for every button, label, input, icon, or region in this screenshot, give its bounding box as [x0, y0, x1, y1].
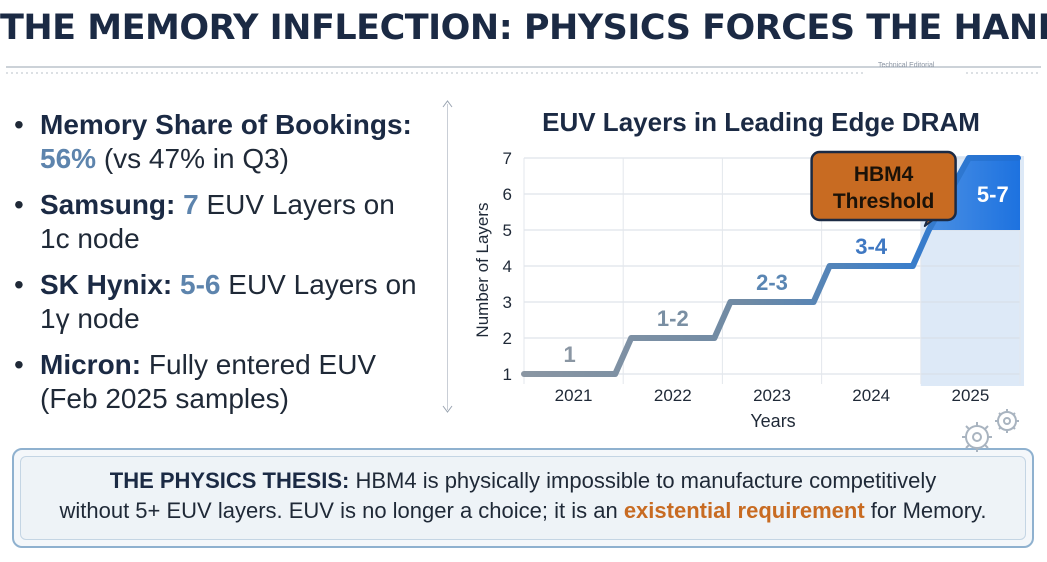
physics-thesis-box: THE PHYSICS THESIS: HBM4 is physically i…: [12, 448, 1034, 548]
thesis-highlight: existential requirement: [623, 498, 865, 523]
thesis-label: THE PHYSICS THESIS:: [109, 468, 350, 493]
bullet-text: EUV Layers on 1c node: [40, 189, 395, 254]
y-axis-label: Number of Layers: [473, 202, 492, 337]
step-data-label: 1: [563, 342, 575, 367]
x-tick-label: 2025: [951, 386, 989, 405]
y-tick-label: 2: [503, 329, 512, 348]
list-item: Memory Share of Bookings: 56% (vs 47% in…: [12, 108, 432, 176]
y-tick-label: 3: [503, 293, 512, 312]
x-tick-label: 2021: [555, 386, 593, 405]
step-data-label: 1-2: [657, 306, 689, 331]
page-title: THE MEMORY INFLECTION: PHYSICS FORCES TH…: [0, 8, 1047, 48]
bullet-text: EUV Layers on 1γ node: [40, 269, 417, 334]
editorial-tag: Technical Editorial: [878, 62, 935, 69]
bullet-value: 56%: [40, 143, 97, 174]
bullet-label: Micron:: [40, 349, 142, 380]
bullet-text: Fully entered EUV (Feb 2025 samples): [40, 349, 377, 414]
list-item: SK Hynix: 5-6 EUV Layers on 1γ node: [12, 268, 432, 336]
y-tick-label: 1: [503, 365, 512, 384]
gears-icon: [962, 409, 1019, 452]
y-tick-label: 7: [503, 149, 512, 168]
bullet-value: 7: [183, 189, 199, 220]
thesis-line-2: without 5+ EUV layers. EUV is no longer …: [59, 498, 624, 523]
bullet-label: SK Hynix:: [40, 269, 173, 300]
divider-arrow-up-icon: [442, 100, 453, 108]
thesis-line-1: HBM4 is physically impossible to manufac…: [349, 468, 937, 493]
step-data-label: 5-7: [977, 182, 1009, 207]
bullet-text: (vs 47% in Q3): [96, 143, 289, 174]
step-data-label: 3-4: [855, 234, 888, 259]
step-data-label: 2-3: [756, 270, 788, 295]
list-item: Micron: Fully entered EUV (Feb 2025 samp…: [12, 348, 432, 416]
chart-title: EUV Layers in Leading Edge DRAM: [542, 107, 980, 137]
x-axis-label: Years: [750, 411, 795, 431]
bullet-label: Memory Share of Bookings:: [40, 109, 412, 140]
divider-arrow-down-icon: [442, 405, 453, 413]
y-tick-label: 5: [503, 221, 512, 240]
x-tick-label: 2024: [852, 386, 890, 405]
callout-line-2: Threshold: [833, 190, 935, 213]
thesis-text: THE PHYSICS THESIS: HBM4 is physically i…: [14, 466, 1032, 526]
key-facts-list: Memory Share of Bookings: 56% (vs 47% in…: [12, 108, 432, 428]
bullet-label: Samsung:: [40, 189, 176, 220]
column-divider: [447, 104, 448, 410]
x-tick-label: 2022: [654, 386, 692, 405]
callout-box: [810, 150, 957, 222]
y-tick-label: 6: [503, 185, 512, 204]
euv-layers-chart: EUV Layers in Leading Edge DRAM 1234567 …: [473, 107, 1024, 431]
thesis-inner-frame: [20, 456, 1026, 540]
bullet-value: 5-6: [180, 269, 221, 300]
callout-line-1: HBM4: [854, 163, 914, 186]
thesis-line-3: for Memory.: [864, 498, 987, 523]
list-item: Samsung: 7 EUV Layers on 1c node: [12, 188, 432, 256]
title-underline-rule: [6, 66, 1041, 74]
x-tick-label: 2023: [753, 386, 791, 405]
y-tick-label: 4: [503, 257, 512, 276]
